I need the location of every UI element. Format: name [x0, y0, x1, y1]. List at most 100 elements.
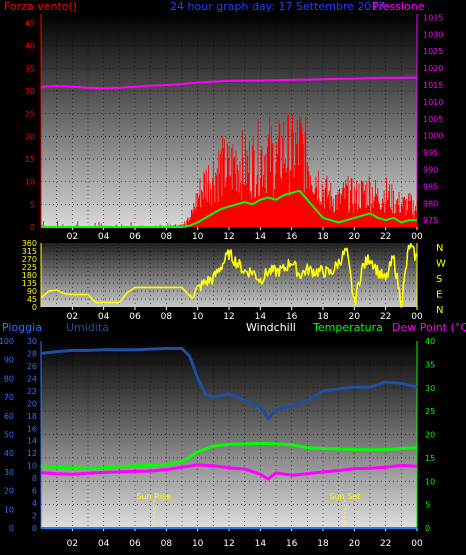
temp-panel-x-label: 10 — [192, 539, 204, 549]
direction-tick-label: 360 — [22, 239, 37, 248]
humidity-tick-label: 6 — [32, 487, 37, 496]
humidity-tick-label: 2 — [32, 512, 37, 521]
rain-tick-label: 100 — [0, 337, 14, 346]
temperature-tick-label: 20 — [425, 431, 435, 440]
direction-panel-x-label: 06 — [129, 312, 141, 322]
wind-panel-x-label: 20 — [349, 232, 361, 242]
pressure-tick-label: 1015 — [423, 81, 443, 90]
wind-tick-label: 30 — [25, 87, 35, 96]
direction-tick-label: 45 — [27, 295, 37, 304]
rain-tick-label: 30 — [4, 468, 14, 477]
wind-tick-label: 35 — [25, 64, 35, 73]
dewpoint-legend: Dew Point (°C) — [392, 321, 466, 334]
wind-tick-label: 5 — [30, 200, 35, 209]
temp-panel-x-label: 20 — [349, 539, 361, 549]
pressure-tick-label: 980 — [423, 199, 438, 208]
wind-axis-title: Forza vento() — [4, 0, 77, 13]
rain-tick-label: 90 — [4, 356, 14, 365]
pressure-tick-label: 1005 — [423, 115, 443, 124]
direction-panel-x-label: 20 — [349, 312, 361, 322]
temperature-tick-label: 25 — [425, 407, 435, 416]
temperature-tick-label: 30 — [425, 384, 435, 393]
compass-label: W — [436, 259, 446, 270]
direction-tick-label: 90 — [27, 287, 37, 296]
rain-tick-label: 50 — [4, 431, 14, 440]
wind-tick-label: 20 — [25, 132, 35, 141]
temp-panel-x-label: 18 — [317, 539, 329, 549]
pressure-tick-label: 1030 — [423, 30, 443, 39]
wind-tick-label: 25 — [25, 110, 35, 119]
sun-marker-label: Sun Set — [329, 492, 360, 501]
direction-tick-label: 0 — [32, 303, 37, 312]
pressure-tick-label: 985 — [423, 182, 438, 191]
humidity-tick-label: 0 — [32, 524, 37, 533]
wind-panel-x-label: 22 — [380, 232, 391, 242]
windchill-legend: Windchill — [246, 321, 296, 334]
direction-tick-label: 225 — [22, 263, 37, 272]
pressure-axis-title: Pressione — [372, 0, 425, 13]
humidity-tick-label: 18 — [27, 412, 37, 421]
temp-panel-x-label: 22 — [380, 539, 391, 549]
humidity-tick-label: 24 — [27, 374, 37, 383]
wind-panel-x-label: 12 — [223, 232, 234, 242]
temp-panel-x-label: 08 — [161, 539, 173, 549]
compass-label: N — [436, 305, 443, 316]
rain-tick-label: 40 — [4, 449, 14, 458]
rain-tick-label: 20 — [4, 487, 14, 496]
direction-panel-x-label: 12 — [223, 312, 234, 322]
humidity-tick-label: 22 — [27, 387, 37, 396]
pressure-tick-label: 1025 — [423, 47, 443, 56]
wind-panel-x-label: 10 — [192, 232, 204, 242]
humidity-tick-label: 16 — [27, 424, 37, 433]
humidity-tick-label: 8 — [32, 474, 37, 483]
direction-panel-x-label: 18 — [317, 312, 329, 322]
direction-panel-x-label: 02 — [67, 312, 78, 322]
temp-panel-x-label: 06 — [129, 539, 141, 549]
compass-label: E — [436, 290, 442, 301]
chart-title: 24 hour graph day: 17 Settembre 2017 — [170, 0, 385, 13]
pressure-tick-label: 1010 — [423, 98, 443, 107]
humidity-tick-label: 28 — [27, 349, 37, 358]
direction-tick-label: 135 — [22, 279, 37, 288]
wind-panel-x-label: 06 — [129, 232, 141, 242]
wind-tick-label: 15 — [25, 155, 35, 164]
pressure-tick-label: 975 — [423, 216, 438, 225]
rain-tick-label: 70 — [4, 393, 14, 402]
rain-axis-title: Pioggia — [2, 321, 42, 334]
direction-panel-x-label: 22 — [380, 312, 391, 322]
humidity-tick-label: 10 — [27, 462, 37, 471]
wind-panel-x-label: 02 — [67, 232, 78, 242]
humidity-tick-label: 4 — [32, 499, 37, 508]
compass-label: S — [436, 274, 442, 285]
direction-tick-label: 180 — [22, 271, 37, 280]
rain-tick-label: 10 — [4, 505, 14, 514]
humidity-tick-label: 26 — [27, 362, 37, 371]
wind-panel-x-label: 00 — [411, 232, 423, 242]
temperature-tick-label: 10 — [425, 477, 435, 486]
humidity-line — [40, 347, 418, 421]
pressure-tick-label: 1035 — [423, 13, 443, 22]
wind-tick-label: 10 — [25, 178, 35, 187]
humidity-tick-label: 14 — [27, 437, 37, 446]
wind-tick-label: 0 — [30, 223, 35, 232]
pressure-line — [40, 76, 418, 90]
sun-marker-label: Sun Rise — [136, 492, 171, 501]
wind-panel-x-label: 08 — [161, 232, 173, 242]
direction-panel-x-label: 08 — [161, 312, 173, 322]
wind-average-line — [41, 189, 417, 228]
temp-panel-x-label: 04 — [98, 539, 110, 549]
temperature-tick-label: 40 — [425, 337, 435, 346]
wind-tick-label: 40 — [25, 42, 35, 51]
pressure-tick-label: 995 — [423, 149, 438, 158]
pressure-tick-label: 1000 — [423, 132, 443, 141]
rain-tick-label: 80 — [4, 374, 14, 383]
temperature-tick-label: 0 — [425, 524, 430, 533]
temperature-tick-label: 15 — [425, 454, 435, 463]
wind-panel-x-label: 04 — [98, 232, 110, 242]
temperature-legend: Temperatura — [312, 321, 383, 334]
direction-panel-x-label: 10 — [192, 312, 204, 322]
wind-panel-x-label: 16 — [286, 232, 298, 242]
temp-panel-x-label: 16 — [286, 539, 298, 549]
wind-panel-x-label: 18 — [317, 232, 329, 242]
